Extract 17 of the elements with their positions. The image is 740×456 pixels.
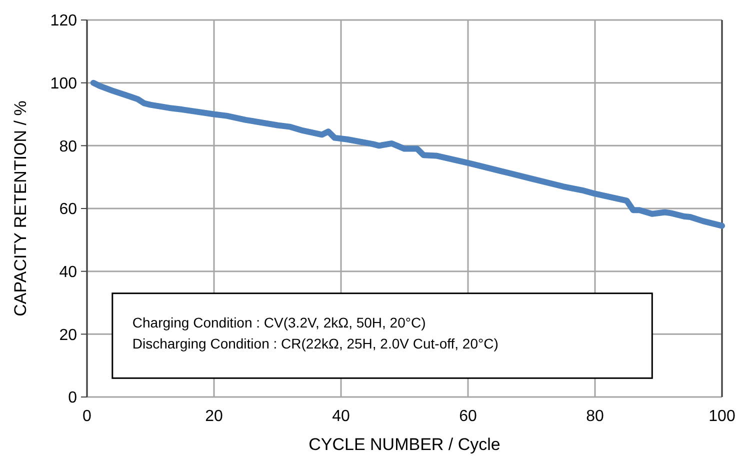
x-tick-label: 100 xyxy=(708,408,736,425)
y-tick-label: 40 xyxy=(59,264,78,281)
x-tick-label: 40 xyxy=(332,408,350,425)
x-axis-title: CYCLE NUMBER / Cycle xyxy=(308,435,500,454)
x-tick-label: 60 xyxy=(459,408,477,425)
x-tick-label: 20 xyxy=(205,408,223,425)
y-tick-label: 80 xyxy=(59,138,78,156)
y-axis-title: CAPACITY RETENTION / % xyxy=(11,100,30,316)
x-tick-label: 0 xyxy=(82,408,92,425)
y-tick-label: 20 xyxy=(59,326,78,344)
annotation: Charging Condition : CV(3.2V, 2kΩ, 50H, 20°C) xyxy=(132,314,426,330)
y-tick-label: 100 xyxy=(50,75,78,92)
y-tick-label: 0 xyxy=(68,390,78,407)
y-tick-label: 120 xyxy=(50,12,78,30)
y-tick-label: 60 xyxy=(59,201,78,218)
annotation: Discharging Condition : CR(22kΩ, 25H, 2.0V Cut-off, 20°C) xyxy=(132,335,498,352)
x-tick-label: 80 xyxy=(586,408,604,425)
